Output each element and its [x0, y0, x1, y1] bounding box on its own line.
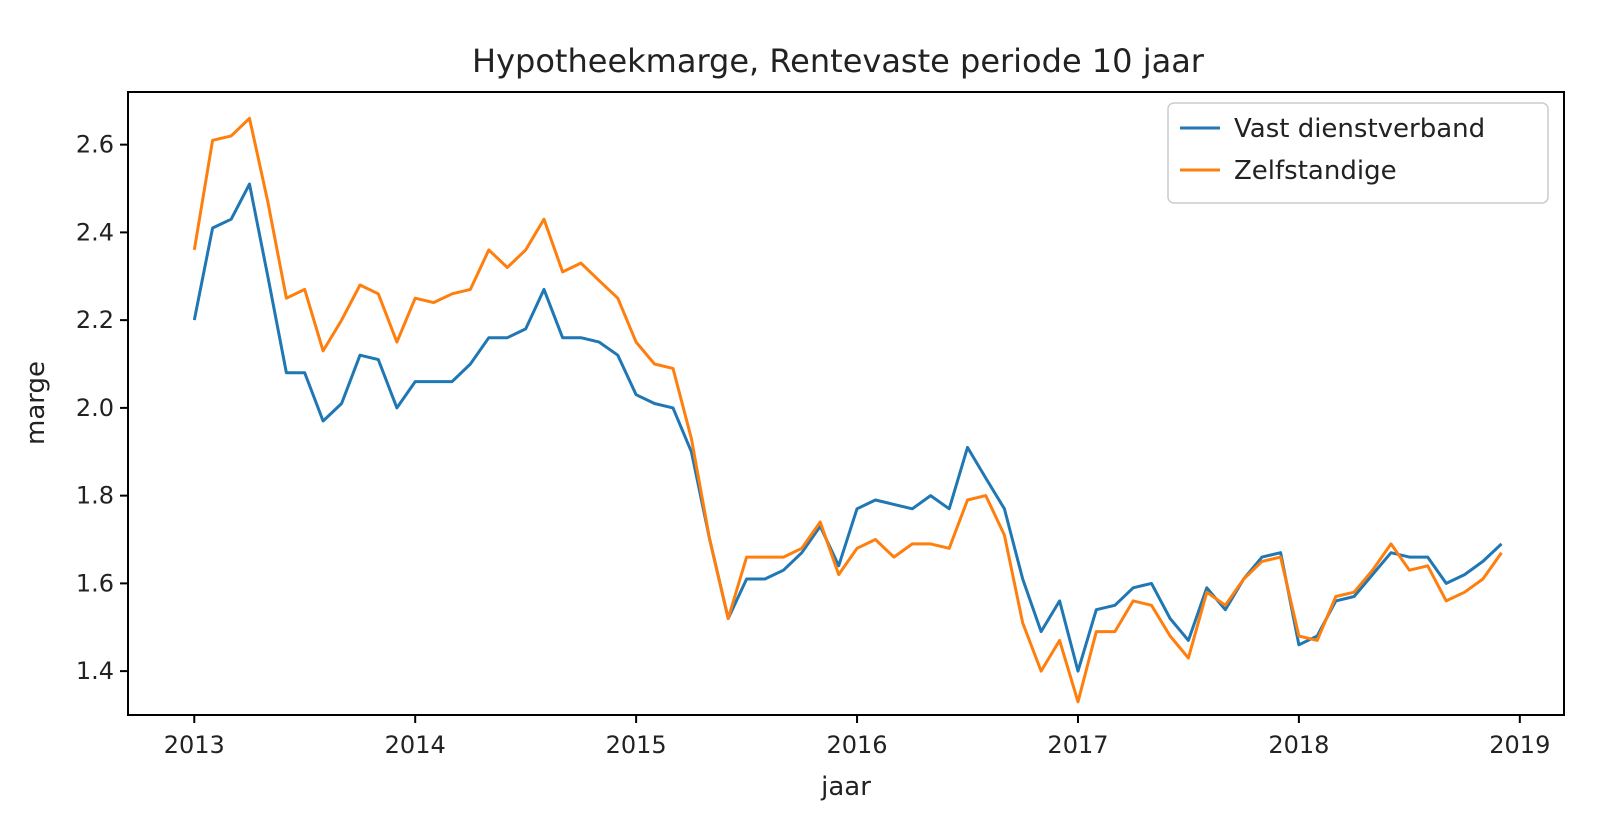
y-tick-label: 2.2 [76, 306, 114, 334]
y-axis-ticks: 1.4 1.6 1.8 2.0 2.2 2.4 2.6 [76, 131, 128, 685]
y-tick-label: 1.6 [76, 569, 114, 597]
y-tick-label: 2.6 [76, 131, 114, 159]
x-axis-label: jaar [820, 772, 871, 802]
chart-title: Hypotheekmarge, Rentevaste periode 10 ja… [472, 42, 1205, 80]
legend: Vast dienstverband Zelfstandige [1167, 102, 1549, 204]
y-tick-label: 1.4 [76, 657, 114, 685]
x-tick-label: 2013 [164, 731, 225, 759]
y-tick-label: 2.4 [76, 218, 114, 246]
x-tick-label: 2014 [385, 731, 446, 759]
y-axis-label: marge [21, 361, 51, 445]
y-tick-label: 2.0 [76, 394, 114, 422]
x-tick-label: 2015 [606, 731, 667, 759]
plot-frame [127, 91, 1565, 716]
legend-label: Vast dienstverband [1234, 114, 1485, 144]
x-tick-label: 2018 [1268, 731, 1329, 759]
legend-label: Zelfstandige [1234, 156, 1397, 186]
series-line-2 [192, 116, 1503, 704]
legend-box [1167, 102, 1549, 204]
x-tick-label: 2017 [1047, 731, 1108, 759]
x-tick-label: 2019 [1489, 731, 1550, 759]
y-tick-label: 1.8 [76, 482, 114, 510]
x-tick-label: 2016 [827, 731, 888, 759]
x-axis-ticks: 2013 2014 2015 2016 2017 2018 2019 [164, 715, 1550, 759]
plot-lines [192, 116, 1503, 704]
